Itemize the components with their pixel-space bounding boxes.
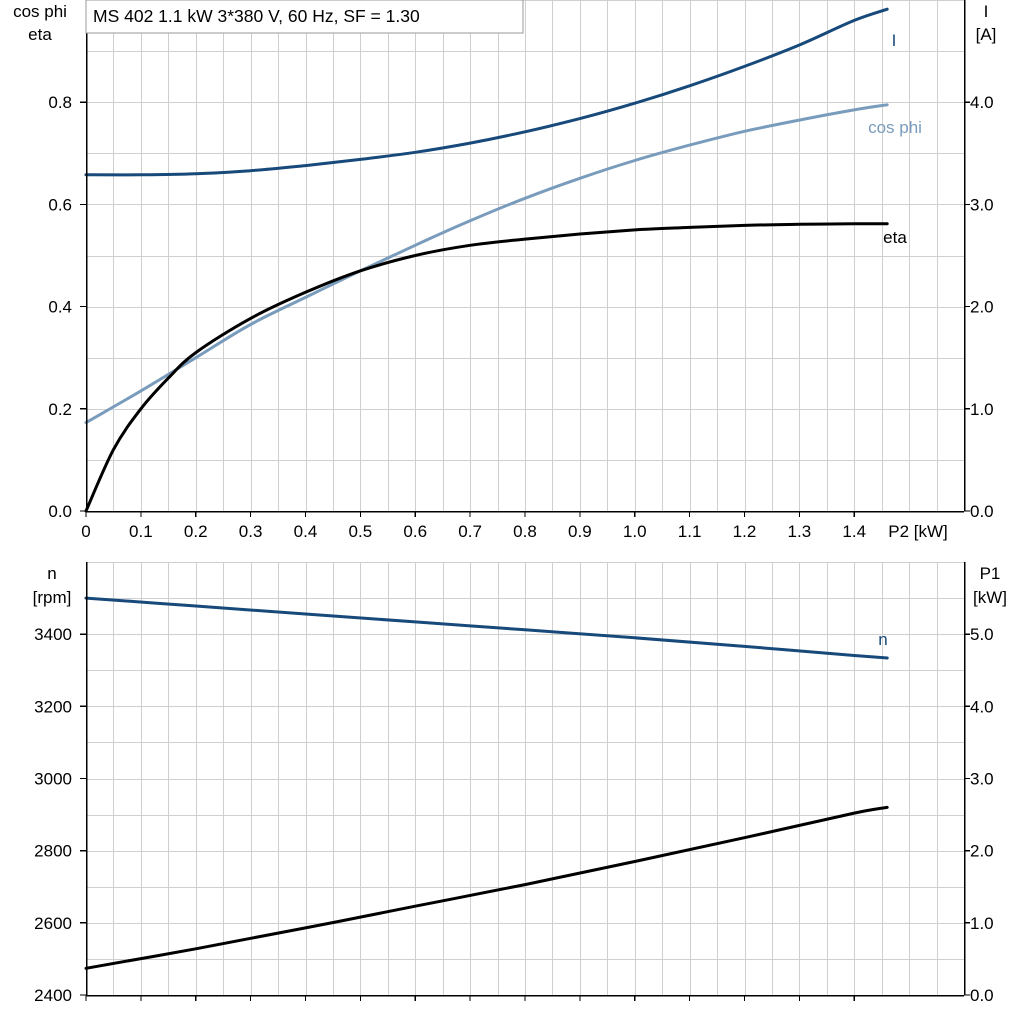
top-left-axis-label-line2: eta	[28, 25, 52, 44]
left-tick-label: 0.4	[48, 298, 72, 317]
left-tick-label: 3200	[34, 697, 72, 716]
x-tick-label: 1.4	[842, 522, 866, 541]
chart-title: MS 402 1.1 kW 3*380 V, 60 Hz, SF = 1.30	[93, 6, 420, 26]
top-panel: 0.0 0.2 0.4 0.6 0.8 0.0 1.0 2.0 3.0 4.0 0 0.1 0.2 0.3…	[13, 0, 996, 541]
right-tick-label: 4.0	[970, 93, 994, 112]
right-tick-label: 2.0	[970, 298, 994, 317]
x-tick-label: 0.4	[294, 522, 318, 541]
series-label-cos-phi: cos phi	[868, 118, 922, 137]
x-tick-label: 0.9	[568, 522, 592, 541]
x-tick-label: 1.1	[678, 522, 702, 541]
left-tick-label: 0.8	[48, 93, 72, 112]
series-line-n	[84, 596, 889, 660]
bottom-tick-labels: 2400 2600 2800 3000 3200 3400 0.0 1.0 2.0 3.0 4.0 5…	[34, 625, 993, 1005]
bottom-panel: 2400 2600 2800 3000 3200 3400 0.0 1.0 2.0 3.0 4.0 5…	[33, 562, 1007, 1005]
series-line-i	[84, 7, 889, 177]
left-tick-label: 2800	[34, 842, 72, 861]
chart-title-box	[85, 0, 524, 34]
bottom-right-axis-label-line2: [kW]	[973, 588, 1007, 607]
top-tick-labels: 0.0 0.2 0.4 0.6 0.8 0.0 1.0 2.0 3.0 4.0 0 0.1 0.2 0.3…	[48, 93, 993, 541]
left-tick-label: 0.0	[48, 502, 72, 521]
series-line-eta	[84, 222, 889, 513]
series-line-cos-phi	[84, 103, 889, 425]
bottom-right-axis-label-line1: P1	[980, 564, 1001, 583]
right-tick-label: 0.0	[970, 986, 994, 1005]
bottom-axes	[80, 562, 970, 1001]
left-tick-label: 0.2	[48, 400, 72, 419]
left-tick-label: 3400	[34, 625, 72, 644]
bottom-grid	[86, 562, 964, 995]
left-tick-label: 3000	[34, 770, 72, 789]
x-tick-label: 0.5	[349, 522, 373, 541]
top-curves	[84, 7, 889, 513]
left-tick-label: 2600	[34, 914, 72, 933]
x-tick-label: 1.2	[733, 522, 757, 541]
series-label-n: n	[878, 630, 887, 649]
left-tick-label: 2400	[34, 986, 72, 1005]
top-right-axis-label-line1: I	[984, 2, 989, 21]
right-tick-label: 2.0	[970, 842, 994, 861]
x-tick-label: 1.3	[788, 522, 812, 541]
x-tick-label: 0.6	[403, 522, 427, 541]
series-line-p1	[84, 805, 889, 970]
left-tick-label: 0.6	[48, 195, 72, 214]
top-grid	[86, 0, 964, 511]
right-tick-label: 1.0	[970, 914, 994, 933]
series-label-eta: eta	[883, 228, 907, 247]
right-tick-label: 0.0	[970, 502, 994, 521]
bottom-curves	[84, 596, 889, 970]
series-label-I: I	[892, 31, 897, 50]
x-axis-label: P2 [kW]	[888, 522, 948, 541]
x-tick-label: 1.0	[623, 522, 647, 541]
right-tick-label: 1.0	[970, 400, 994, 419]
top-right-axis-label-line2: [A]	[976, 25, 997, 44]
x-tick-label: 0.3	[239, 522, 263, 541]
x-tick-label: 0.8	[513, 522, 537, 541]
x-tick-label: 0.1	[129, 522, 153, 541]
bottom-left-axis-label-line2: [rpm]	[33, 588, 72, 607]
x-tick-label: 0	[81, 522, 90, 541]
x-tick-label: 0.7	[458, 522, 482, 541]
right-tick-label: 3.0	[970, 770, 994, 789]
top-axes	[80, 0, 970, 517]
right-tick-label: 3.0	[970, 195, 994, 214]
bottom-left-axis-label-line1: n	[47, 564, 56, 583]
top-left-axis-label-line1: cos phi	[13, 2, 67, 21]
x-tick-label: 0.2	[184, 522, 208, 541]
right-tick-label: 4.0	[970, 697, 994, 716]
right-tick-label: 5.0	[970, 625, 994, 644]
